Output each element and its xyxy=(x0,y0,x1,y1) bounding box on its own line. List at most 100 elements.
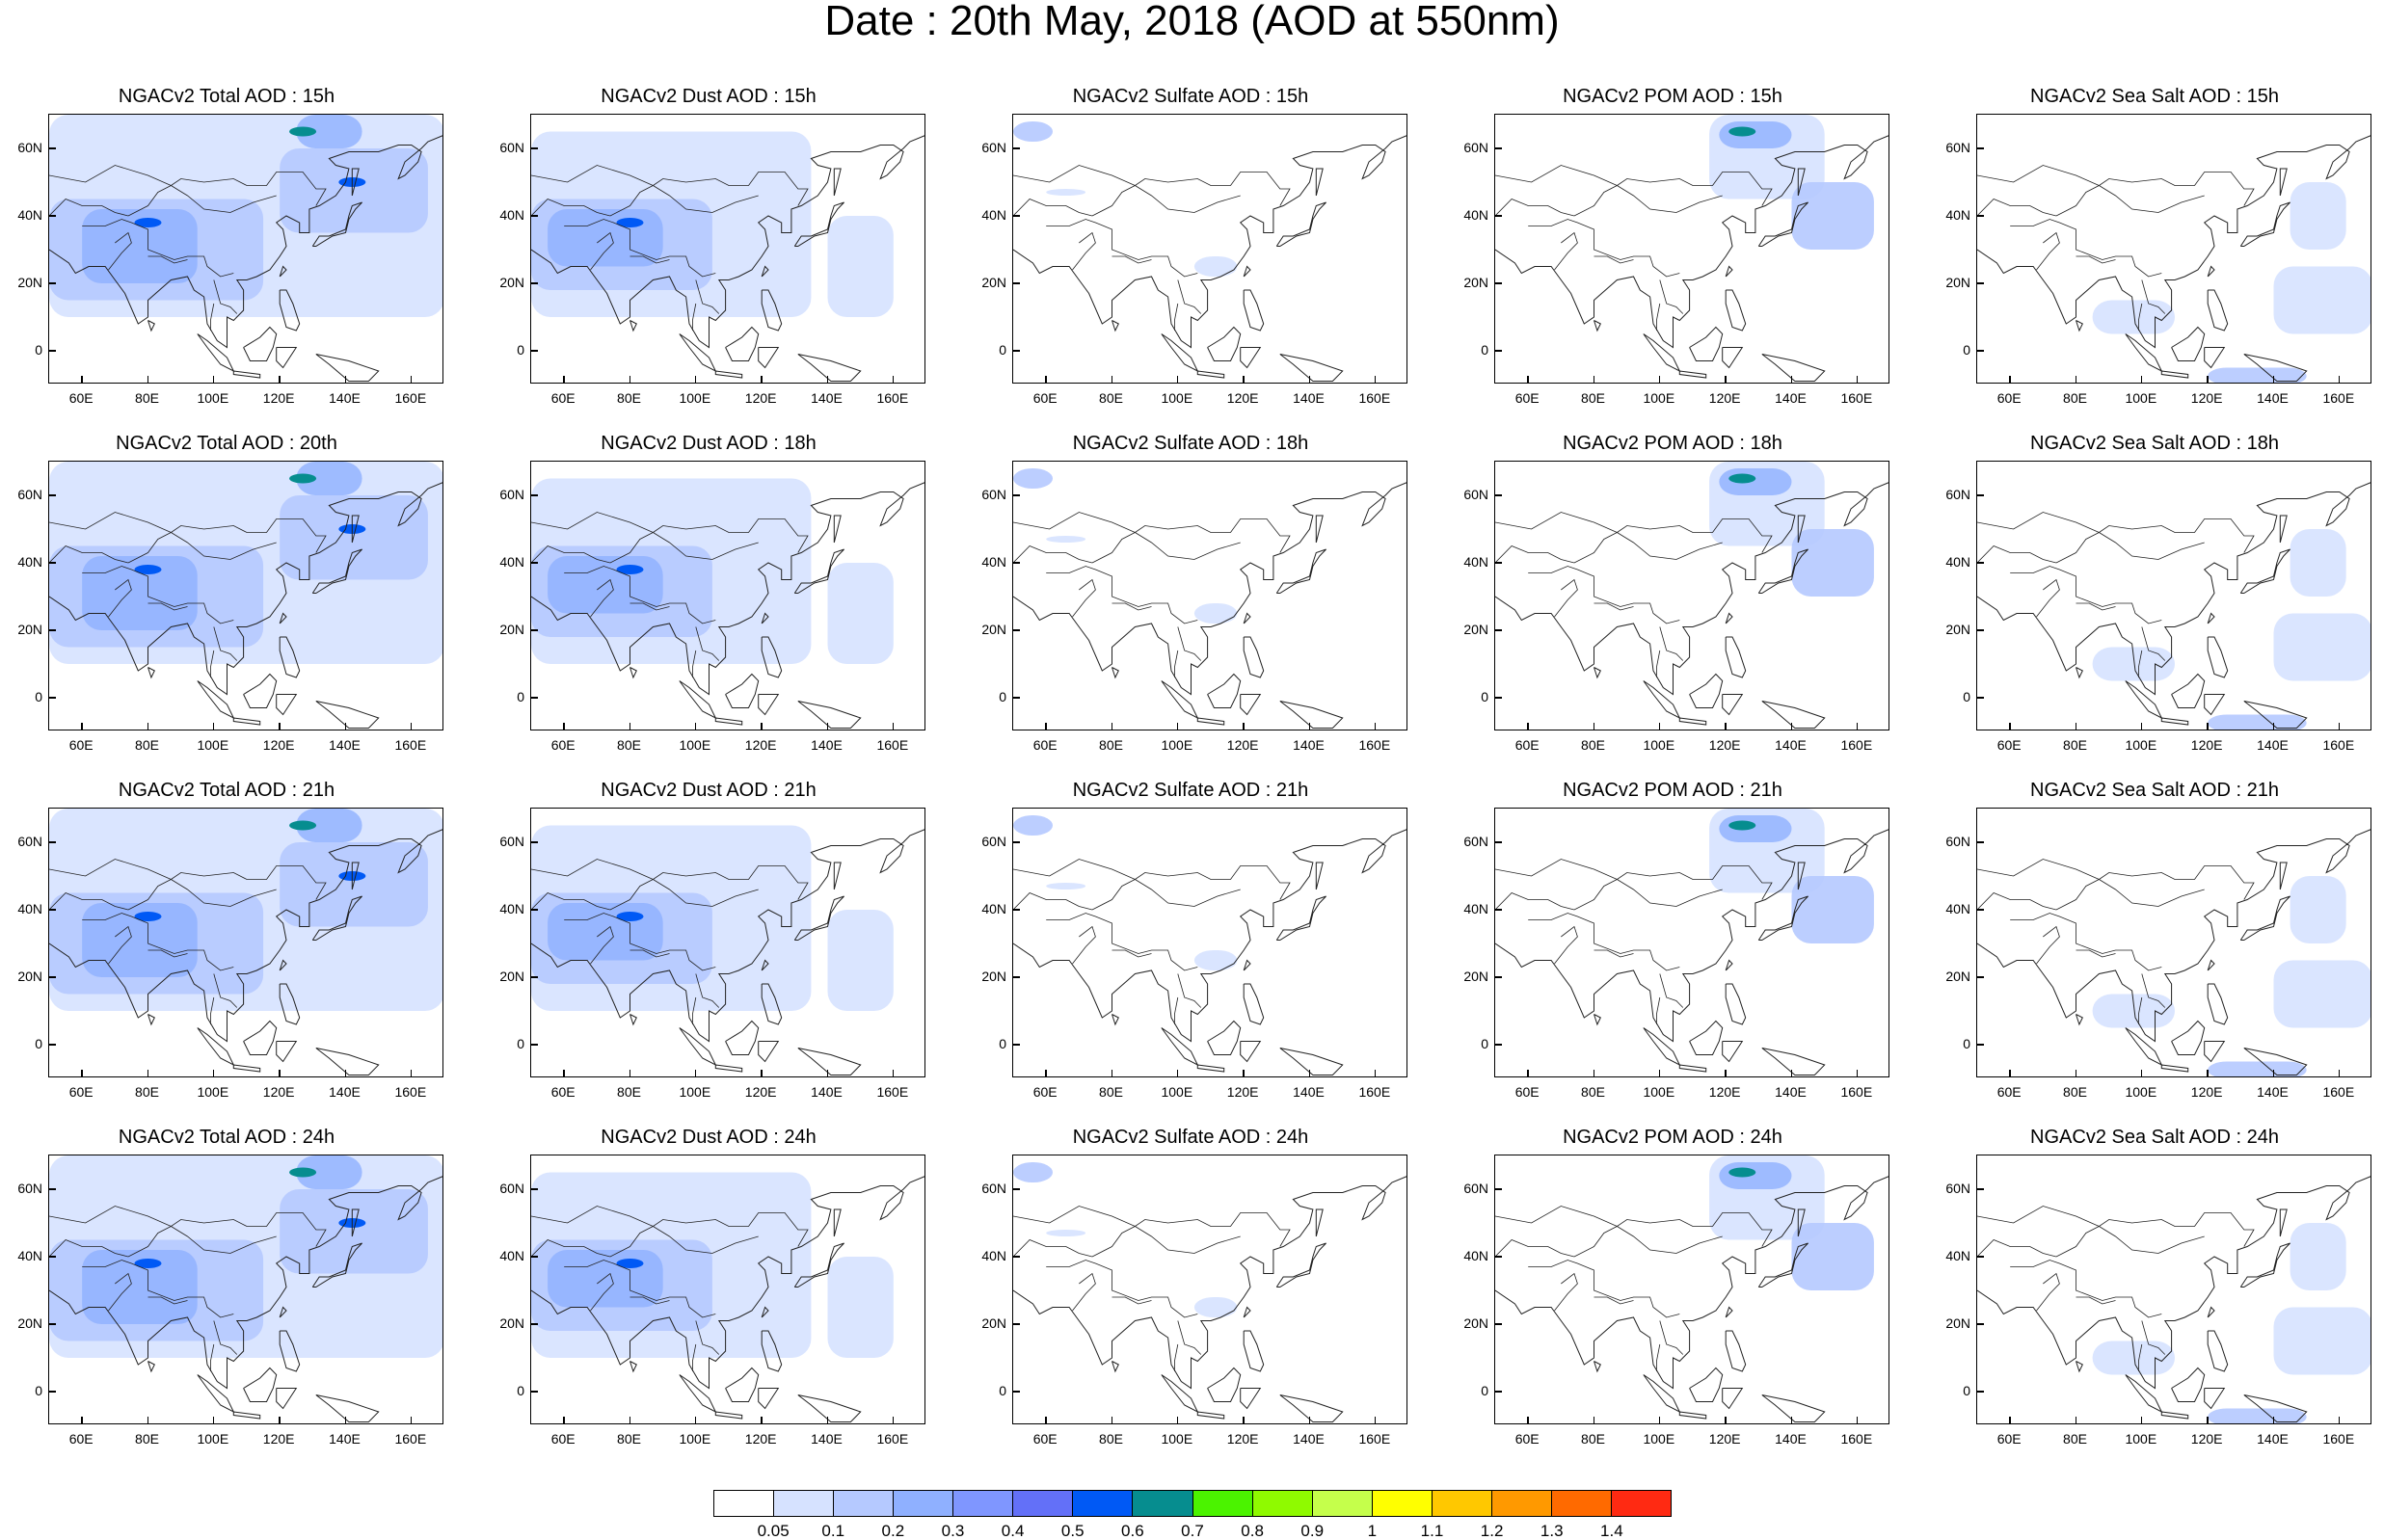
coastline xyxy=(531,135,924,349)
longitude-label: 60E xyxy=(68,390,94,406)
latitude-tick xyxy=(530,1188,538,1190)
longitude-tick xyxy=(1308,723,1310,730)
latitude-tick xyxy=(1976,350,1984,352)
country-border xyxy=(1495,892,1575,911)
coastline xyxy=(714,1411,743,1420)
aod-field xyxy=(1719,121,1792,148)
coastline xyxy=(232,1064,261,1073)
country-border xyxy=(1977,1206,2100,1227)
latitude-tick xyxy=(1012,1391,1020,1393)
country-border xyxy=(1013,1206,1136,1227)
coastline xyxy=(311,895,362,941)
longitude-tick xyxy=(2009,1417,2011,1424)
coastline xyxy=(197,333,235,373)
coastline xyxy=(1725,1330,1747,1372)
map-frame xyxy=(48,808,443,1077)
aod-hotspot xyxy=(134,912,162,921)
country-border xyxy=(695,626,720,661)
country-border xyxy=(653,1226,759,1254)
country-border xyxy=(49,859,172,880)
country-border xyxy=(1013,859,1136,880)
coastline xyxy=(1275,548,1326,594)
longitude-label: 80E xyxy=(1581,737,1605,753)
latitude-tick xyxy=(530,282,538,284)
longitude-tick xyxy=(2338,376,2341,384)
aod-hotspot xyxy=(289,820,317,831)
coastline xyxy=(49,829,442,1043)
panel-title: NGACv2 Sulfate AOD : 18h xyxy=(1072,433,1309,454)
latitude-label: 40N xyxy=(981,207,1006,223)
colorbar-label: 1.3 xyxy=(1540,1522,1564,1540)
latitude-label: 40N xyxy=(1463,1248,1488,1263)
latitude-label: 40N xyxy=(1945,207,1970,223)
longitude-label: 80E xyxy=(617,390,641,406)
longitude-label: 140E xyxy=(329,737,361,753)
country-border xyxy=(653,532,759,560)
latitude-label: 20N xyxy=(1463,275,1488,290)
coastline xyxy=(2171,1367,2206,1402)
aod-colorbar xyxy=(713,1490,1672,1517)
latitude-label: 40N xyxy=(17,901,42,916)
country-border xyxy=(2036,578,2060,618)
colorbar-box xyxy=(1491,1491,1552,1516)
longitude-tick xyxy=(2009,376,2011,384)
longitude-tick xyxy=(1243,1417,1245,1424)
country-border xyxy=(108,578,132,618)
latitude-label: 60N xyxy=(1945,834,1970,849)
longitude-tick xyxy=(629,1070,630,1077)
country-border xyxy=(2141,973,2166,1008)
latitude-tick xyxy=(48,1044,56,1046)
country-border xyxy=(1554,1272,1578,1312)
longitude-label: 100E xyxy=(197,1431,229,1447)
latitude-label: 0 xyxy=(999,342,1006,358)
longitude-label: 160E xyxy=(876,390,909,406)
country-border xyxy=(531,859,654,880)
aod-field xyxy=(2290,529,2346,597)
map-frame xyxy=(1012,461,1407,730)
latitude-tick xyxy=(1976,282,1984,284)
colorbar-label: 1.1 xyxy=(1420,1522,1444,1540)
aod-map xyxy=(531,131,924,382)
country-border xyxy=(1977,859,2100,880)
coastline xyxy=(2279,862,2288,890)
longitude-tick xyxy=(629,1417,630,1424)
map-frame xyxy=(48,114,443,384)
longitude-tick xyxy=(410,723,413,730)
longitude-tick xyxy=(212,376,215,384)
longitude-tick xyxy=(761,1070,763,1077)
country-border xyxy=(564,566,716,624)
latitude-label: 20N xyxy=(1463,969,1488,984)
coastline xyxy=(793,895,844,941)
coastline xyxy=(2125,333,2163,373)
coastline xyxy=(833,862,842,890)
map-frame xyxy=(1494,1155,1889,1424)
country-border xyxy=(82,913,234,971)
longitude-tick xyxy=(2272,1417,2274,1424)
longitude-label: 140E xyxy=(1775,737,1807,753)
longitude-label: 160E xyxy=(1358,1084,1391,1100)
panel-title: NGACv2 Sulfate AOD : 21h xyxy=(1072,780,1309,801)
longitude-tick xyxy=(1176,376,1179,384)
country-border xyxy=(1135,185,1241,213)
coastline xyxy=(1013,829,1406,1043)
aod-hotspot xyxy=(616,912,644,921)
longitude-label: 160E xyxy=(1840,1084,1873,1100)
longitude-label: 80E xyxy=(135,1084,159,1100)
latitude-label: 60N xyxy=(1945,487,1970,502)
longitude-label: 160E xyxy=(1358,1431,1391,1447)
latitude-label: 60N xyxy=(981,1181,1006,1196)
country-border xyxy=(49,892,129,911)
aod-hotspot xyxy=(616,565,644,574)
longitude-label: 140E xyxy=(1775,1084,1807,1100)
longitude-tick xyxy=(1593,723,1594,730)
longitude-tick xyxy=(2075,376,2076,384)
coastline xyxy=(793,201,844,247)
country-border xyxy=(1528,913,1680,971)
latitude-label: 20N xyxy=(499,622,524,637)
latitude-tick xyxy=(48,562,56,564)
coastline xyxy=(1977,829,2371,1043)
coastline xyxy=(1279,1394,1344,1422)
coastline xyxy=(315,1048,380,1075)
coastline xyxy=(2171,673,2206,708)
coastline xyxy=(761,265,769,278)
